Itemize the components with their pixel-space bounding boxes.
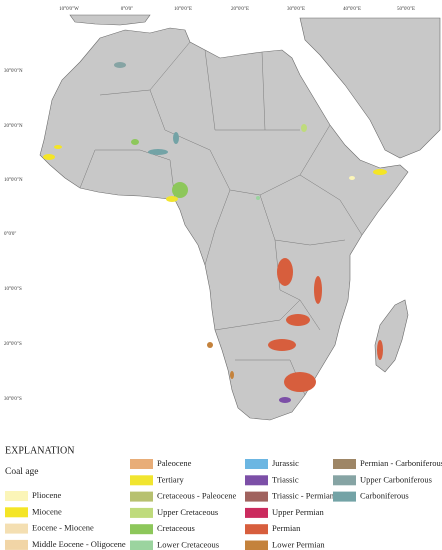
legend-swatch (245, 507, 268, 518)
latitude-label: 10°0'0"N (4, 178, 23, 183)
legend-swatch (333, 475, 356, 486)
legend: Pliocene Miocene Eocene - Miocene Middle Eo… (5, 458, 442, 550)
legend-label: Upper Carboniferous (360, 474, 432, 484)
latitude-label: 20°0'0"N (4, 124, 23, 129)
legend-label: Upper Cretaceous (157, 507, 218, 517)
legend-swatch (130, 459, 153, 469)
coal-deposit (173, 132, 179, 144)
legend-swatch (130, 524, 153, 535)
madagascar (374, 299, 409, 373)
map (39, 14, 441, 421)
legend-swatch (245, 459, 268, 469)
legend-swatch (5, 539, 28, 550)
legend-swatch (130, 540, 153, 550)
coal-deposit (114, 62, 126, 68)
longitude-label: 50°0'0"E (397, 7, 415, 12)
coal-deposits (43, 62, 387, 403)
longitude-label: 20°0'0"E (231, 7, 249, 12)
longitude-label: 10°0'0"E (174, 7, 192, 12)
longitude-label: 40°0'0"E (343, 7, 361, 12)
legend-label: Triassic - Permian (272, 491, 335, 501)
legend-label: Tertiary (157, 474, 185, 484)
legend-swatch (245, 524, 268, 535)
graticule-labels: 10°0'0"W 0°0'0" 10°0'0"E 20°0'0"E 30°0'0"E 40… (4, 7, 415, 402)
latitude-label: 20°0'0"S (4, 342, 22, 347)
coal-deposit (349, 176, 355, 180)
longitude-label: 10°0'0"W (59, 7, 79, 12)
coal-deposit (166, 196, 178, 202)
coal-deposit (373, 169, 387, 175)
legend-label: Permian (272, 523, 301, 533)
coal-deposit (284, 372, 316, 392)
legend-swatch (5, 491, 28, 501)
coal-deposit (54, 145, 62, 149)
coal-deposit (207, 342, 213, 348)
latitude-label: 0°0'0" (4, 232, 16, 237)
iberia (69, 14, 151, 26)
legend-swatch (130, 491, 153, 502)
coal-deposit (43, 154, 55, 160)
legend-swatch (5, 523, 28, 534)
legend-swatch (245, 491, 268, 502)
legend-swatch (5, 507, 28, 518)
legend-label: Paleocene (157, 458, 192, 468)
coal-deposit (277, 258, 293, 286)
longitude-label: 30°0'0"E (287, 7, 305, 12)
coal-deposit (377, 340, 383, 360)
coal-deposit (268, 339, 296, 351)
coal-deposit (314, 276, 322, 304)
coal-deposit (286, 314, 310, 326)
legend-subheading: Coal age (5, 467, 39, 477)
legend-swatch (130, 475, 153, 486)
legend-label: Middle Eocene - Oligocene (32, 539, 126, 549)
latitude-label: 30°0'0"S (4, 397, 22, 402)
legend-label: Miocene (32, 506, 62, 516)
coal-deposit (230, 371, 234, 379)
legend-label: Permian - Carboniferous (360, 458, 442, 468)
country-border (79, 41, 363, 396)
legend-label: Jurassic (272, 458, 299, 468)
legend-swatch (333, 491, 356, 502)
legend-label: Eocene - Miocene (32, 523, 94, 533)
coal-deposit (256, 196, 260, 200)
legend-swatch (130, 507, 153, 518)
latitude-label: 10°0'0"S (4, 287, 22, 292)
latitude-label: 30°0'0"N (4, 69, 23, 74)
legend-label: Pliocene (32, 490, 61, 500)
legend-label: Cretaceous - Paleocene (157, 491, 237, 501)
coal-deposit (148, 149, 168, 155)
legend-label: Cretaceous (157, 523, 195, 533)
legend-label: Triassic (272, 474, 299, 484)
legend-label: Lower Permian (272, 539, 325, 549)
legend-swatch (333, 459, 356, 469)
coal-deposit (172, 182, 188, 198)
coal-deposit (279, 397, 291, 403)
legend-label: Lower Cretaceous (157, 539, 219, 549)
arabia (299, 17, 441, 159)
legend-swatch (245, 475, 268, 486)
coal-deposit (131, 139, 139, 145)
longitude-label: 0°0'0" (121, 7, 133, 12)
legend-swatch (245, 540, 268, 550)
legend-heading: EXPLANATION (5, 445, 74, 456)
coal-deposit (301, 124, 307, 132)
legend-label: Carboniferous (360, 491, 409, 501)
legend-label: Upper Permian (272, 507, 324, 517)
